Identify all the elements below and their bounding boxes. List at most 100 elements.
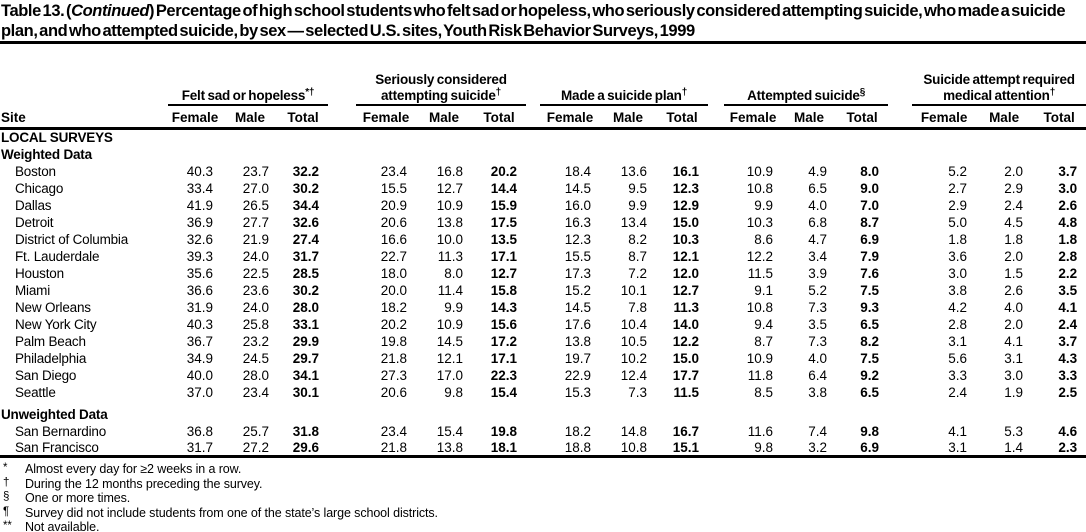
title-rule	[0, 41, 1086, 44]
value-cell: 12.1	[436, 350, 463, 366]
value-cell: 11.3	[673, 299, 700, 315]
group-header-attempted-suicide: Attempted suicide§	[724, 44, 889, 106]
col-header-total: Total	[278, 105, 328, 130]
table-row: Miami 36.6 23.6 30.2 20.0 11.4 15.8 15.2 10.1 12.…	[0, 282, 1086, 299]
value-cell: 23.2	[242, 333, 269, 349]
gap-cell	[328, 214, 356, 231]
value-cell: 4.5	[1004, 214, 1024, 230]
value-cell: 11.4	[437, 282, 463, 298]
gap-cell	[708, 333, 724, 350]
value-cell: 10.2	[620, 350, 648, 366]
value-cell: 16.0	[564, 197, 592, 213]
col-header-female: Female	[356, 105, 416, 130]
value-cell: 10.5	[620, 333, 648, 349]
value-cell: 26.5	[242, 197, 269, 213]
value-cell: 12.9	[672, 197, 700, 213]
value-cell: 3.8	[808, 384, 828, 400]
value-cell: 30.1	[292, 384, 319, 400]
site-cell: Ft. Lauderdale	[15, 248, 100, 264]
value-cell: 12.7	[672, 282, 700, 298]
gap-cell	[328, 231, 356, 248]
value-cell: 2.0	[1004, 248, 1024, 264]
footnote: † During the 12 months preceding the surv…	[3, 477, 1086, 492]
col-header-male: Male	[600, 105, 657, 130]
group-label: Made a suicide plan	[560, 87, 682, 103]
value-cell: 15.2	[564, 282, 592, 298]
footnote-text: One or more times.	[25, 491, 131, 505]
value-cell: 12.2	[672, 333, 700, 349]
gap-cell	[328, 423, 356, 440]
value-cell: 12.4	[620, 367, 648, 383]
value-cell: 3.0	[1004, 367, 1024, 383]
title-prefix: Table 13. (	[1, 2, 72, 20]
footnote-symbol: †	[3, 476, 10, 489]
value-cell: 17.1	[490, 350, 518, 366]
value-cell: 17.0	[436, 367, 463, 383]
column-gap	[888, 44, 913, 130]
value-cell: 14.0	[672, 316, 700, 332]
value-cell: 18.2	[564, 423, 592, 439]
column-gap	[526, 44, 541, 130]
value-cell: 40.0	[186, 367, 213, 383]
gap-cell	[888, 440, 912, 457]
value-cell: 36.9	[186, 214, 213, 230]
value-cell: 32.2	[292, 163, 319, 179]
value-cell: 4.6	[1058, 423, 1078, 439]
value-cell: 7.3	[628, 384, 648, 400]
value-cell: 9.9	[754, 197, 774, 213]
footnote-symbol: ¶	[3, 505, 10, 518]
site-cell: Houston	[15, 265, 64, 281]
table-title: Table 13. (Continued) Percentage of high…	[0, 0, 1086, 41]
value-cell: 10.8	[620, 439, 648, 455]
footnote: * Almost every day for ≥2 weeks in a row.	[3, 462, 1086, 477]
table-row: San Diego 40.0 28.0 34.1 27.3 17.0 22.3 22.9 12.…	[0, 367, 1086, 384]
value-cell: 3.3	[948, 367, 968, 383]
value-cell: 21.9	[242, 231, 269, 247]
value-cell: 8.0	[860, 163, 880, 179]
value-cell: 31.7	[292, 248, 319, 264]
gap-cell	[526, 423, 540, 440]
value-cell: 12.1	[672, 248, 700, 264]
value-cell: 31.9	[186, 299, 213, 315]
gap-cell	[888, 163, 912, 180]
value-cell: 28.5	[292, 265, 319, 281]
value-cell: 7.4	[808, 423, 828, 439]
value-cell: 34.4	[292, 197, 319, 213]
section-sublabel: Weighted Data	[1, 146, 92, 162]
site-cell: New York City	[15, 316, 97, 332]
value-cell: 3.5	[1058, 282, 1078, 298]
title-suffix: ) Percentage of high school students who…	[1, 2, 1066, 40]
value-cell: 23.4	[380, 423, 407, 439]
value-cell: 4.0	[1004, 299, 1024, 315]
value-cell: 14.3	[490, 299, 518, 315]
value-cell: 19.7	[564, 350, 592, 366]
value-cell: 30.2	[292, 282, 319, 298]
value-cell: 4.1	[1004, 333, 1024, 349]
value-cell: 13.8	[436, 214, 463, 230]
value-cell: 6.4	[808, 367, 828, 383]
value-cell: 17.1	[490, 248, 518, 264]
value-cell: 27.7	[242, 214, 269, 230]
value-cell: 8.6	[754, 231, 774, 247]
gap-cell	[888, 231, 912, 248]
value-cell: 7.6	[860, 265, 880, 281]
site-cell: Chicago	[15, 180, 64, 196]
value-cell: 15.6	[490, 316, 518, 332]
value-cell: 12.0	[672, 265, 700, 281]
gap-cell	[708, 423, 724, 440]
value-cell: 34.1	[292, 367, 319, 383]
gap-cell	[526, 214, 540, 231]
value-cell: 16.3	[564, 214, 592, 230]
value-cell: 14.5	[564, 180, 592, 196]
value-cell: 3.5	[808, 316, 828, 332]
value-cell: 33.1	[292, 316, 319, 332]
table-header: Site Felt sad or hopeless*† Seriously co…	[0, 44, 1086, 130]
value-cell: 14.5	[436, 333, 463, 349]
value-cell: 20.6	[380, 384, 407, 400]
value-cell: 4.0	[808, 350, 828, 366]
footnote-symbol: §	[3, 491, 10, 503]
gap-cell	[708, 367, 724, 384]
table-row: Palm Beach 36.7 23.2 29.9 19.8 14.5 17.2 13.8 10…	[0, 333, 1086, 350]
value-cell: 3.0	[1058, 180, 1078, 196]
